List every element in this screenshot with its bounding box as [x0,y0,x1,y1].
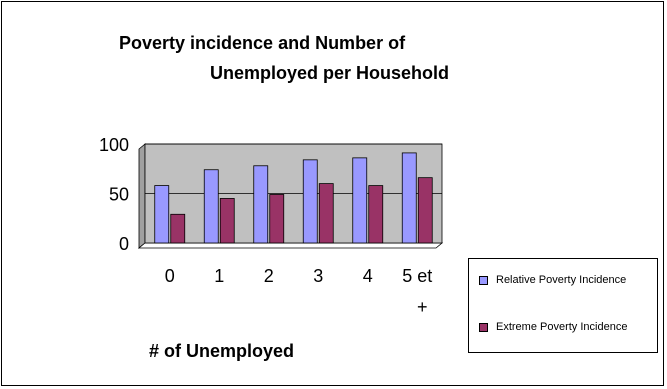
legend-swatch-extreme [479,322,488,332]
chart-subtitle: Unemployed per Household [210,63,450,83]
x-tick-label: 1 [214,266,224,286]
bar-relative-3 [302,159,318,244]
bar-extreme-2 [269,194,285,244]
legend-item-extreme: Extreme Poverty Incidence [479,321,627,333]
bar-extreme-0 [170,213,186,244]
y-tick-label: 50 [109,185,129,205]
bar-extreme-5 [417,177,433,244]
legend-label-relative: Relative Poverty Incidence [496,274,627,286]
bar-relative-1 [203,169,219,244]
x-tick-label: 3 [313,266,323,286]
x-tick-label: 2 [264,266,274,286]
bar-relative-4 [352,157,368,244]
y-tick-label: 100 [99,135,129,155]
x-tick-label: + [417,297,428,317]
bar-relative-2 [253,165,269,244]
legend-item-relative: Relative Poverty Incidence [479,274,626,286]
plot-side-wall [138,143,146,249]
y-tick-label: 0 [119,234,129,254]
x-tick-label: 4 [363,266,373,286]
bar-relative-0 [154,185,170,244]
bar-extreme-4 [368,185,384,244]
x-tick-label: 5 et [402,266,432,286]
plot-floor [137,242,444,249]
x-axis-label: # of Unemployed [149,341,295,361]
legend-swatch-relative [479,275,488,285]
x-tick-label: 0 [165,266,175,286]
bar-relative-5 [401,152,417,244]
legend-label-extreme: Extreme Poverty Incidence [496,321,628,333]
bar-extreme-3 [318,183,334,244]
bar-extreme-1 [219,198,235,244]
chart-title: Poverty incidence and Number of [119,33,406,53]
legend: Relative Poverty Incidence Extreme Pover… [468,258,658,353]
